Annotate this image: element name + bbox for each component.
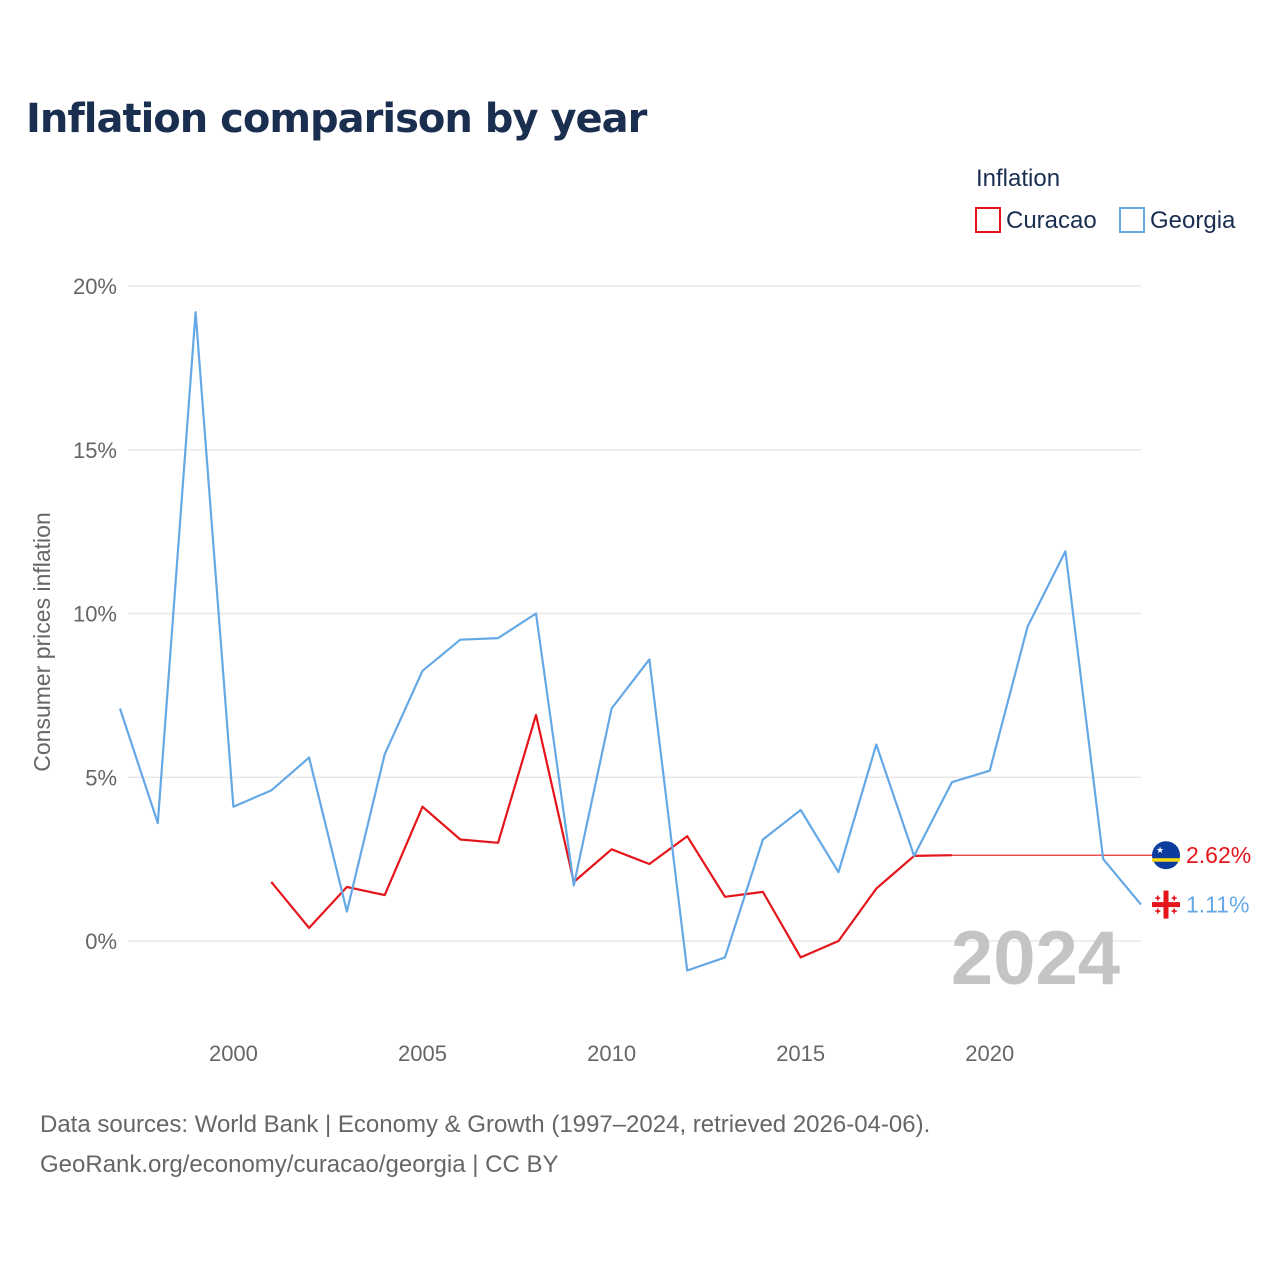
legend-item-curacao[interactable]: Curacao	[975, 207, 1097, 234]
legend-swatch-curacao	[975, 207, 1001, 233]
end-value-curacao: 2.62%	[1186, 842, 1251, 868]
x-tick-label: 2000	[209, 1041, 258, 1066]
x-tick-label: 2010	[587, 1041, 636, 1066]
source-line-1: Data sources: World Bank | Economy & Gro…	[40, 1111, 930, 1138]
y-tick-label: 20%	[73, 274, 117, 299]
y-tick-label: 15%	[73, 438, 117, 463]
x-tick-label: 2020	[965, 1041, 1014, 1066]
end-marker-georgia: 1.11%	[1152, 890, 1250, 919]
source-line-2[interactable]: GeoRank.org/economy/curacao/georgia | CC…	[40, 1151, 559, 1178]
georgia-flag-icon	[1152, 890, 1180, 919]
current-year-watermark: 2024	[951, 916, 1120, 1001]
y-tick-label: 10%	[73, 602, 117, 627]
legend-title: Inflation	[976, 165, 1060, 192]
series-curacao	[270, 713, 1155, 959]
series-lines	[118, 311, 1155, 972]
x-axis-ticks: 2000 2005 2010 2015 2020	[209, 1041, 1014, 1066]
legend-item-georgia[interactable]: Georgia	[1119, 207, 1236, 234]
curacao-flag-icon: ★	[1152, 841, 1180, 870]
y-tick-label: 0%	[85, 929, 117, 954]
gridlines	[128, 285, 1141, 942]
x-tick-label: 2005	[398, 1041, 447, 1066]
chart-title: Inflation comparison by year	[26, 96, 648, 142]
legend-label-georgia: Georgia	[1150, 207, 1236, 234]
y-tick-label: 5%	[85, 765, 117, 790]
legend-label-curacao: Curacao	[1006, 207, 1097, 234]
x-tick-label: 2015	[776, 1041, 825, 1066]
y-axis-ticks: 0% 5% 10% 15% 20%	[73, 274, 117, 954]
legend-swatch-georgia	[1119, 207, 1145, 233]
svg-text:★: ★	[1156, 846, 1164, 856]
series-georgia	[118, 311, 1142, 972]
y-axis-title: Consumer prices inflation	[29, 512, 55, 772]
end-value-georgia: 1.11%	[1186, 892, 1250, 918]
legend: Inflation Curacao Georgia	[975, 165, 1236, 234]
series-line-georgia	[118, 311, 1142, 972]
end-marker-curacao: ★ 2.62%	[1152, 841, 1251, 870]
